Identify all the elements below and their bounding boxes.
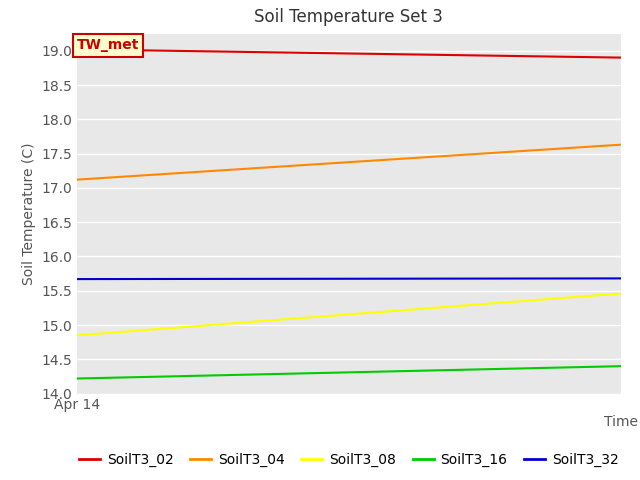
Text: TW_met: TW_met	[77, 38, 139, 52]
SoilT3_32	[397, 276, 404, 282]
SoilT3_16	[367, 369, 375, 375]
SoilT3_16	[73, 376, 81, 382]
Line: SoilT3_32: SoilT3_32	[77, 278, 621, 279]
Line: SoilT3_16: SoilT3_16	[77, 366, 621, 379]
SoilT3_08	[335, 312, 342, 318]
SoilT3_08	[519, 298, 527, 304]
Line: SoilT3_02: SoilT3_02	[77, 49, 621, 58]
SoilT3_02	[335, 50, 342, 56]
SoilT3_02	[367, 51, 375, 57]
SoilT3_08	[332, 312, 339, 318]
SoilT3_02	[604, 55, 612, 60]
SoilT3_04	[332, 160, 339, 166]
Line: SoilT3_04: SoilT3_04	[77, 144, 621, 180]
SoilT3_32	[519, 276, 527, 281]
SoilT3_04	[367, 158, 375, 164]
SoilT3_02	[332, 50, 339, 56]
SoilT3_08	[617, 290, 625, 296]
SoilT3_02	[397, 51, 404, 57]
SoilT3_02	[617, 55, 625, 60]
SoilT3_04	[73, 177, 81, 182]
X-axis label: Time: Time	[604, 415, 638, 429]
SoilT3_04	[604, 143, 612, 148]
Line: SoilT3_08: SoilT3_08	[77, 293, 621, 336]
SoilT3_04	[397, 156, 404, 162]
SoilT3_32	[367, 276, 375, 282]
SoilT3_16	[335, 370, 342, 375]
SoilT3_04	[335, 160, 342, 166]
SoilT3_32	[335, 276, 342, 282]
SoilT3_16	[332, 370, 339, 375]
SoilT3_16	[604, 363, 612, 369]
SoilT3_16	[519, 365, 527, 371]
SoilT3_02	[519, 53, 527, 59]
SoilT3_08	[397, 308, 404, 313]
SoilT3_04	[519, 148, 527, 154]
SoilT3_32	[73, 276, 81, 282]
SoilT3_32	[617, 276, 625, 281]
SoilT3_32	[332, 276, 339, 282]
SoilT3_16	[617, 363, 625, 369]
SoilT3_04	[617, 142, 625, 147]
SoilT3_08	[604, 292, 612, 298]
SoilT3_08	[73, 333, 81, 338]
SoilT3_16	[397, 368, 404, 374]
Title: Soil Temperature Set 3: Soil Temperature Set 3	[254, 9, 444, 26]
Y-axis label: Soil Temperature (C): Soil Temperature (C)	[22, 143, 35, 285]
SoilT3_08	[367, 310, 375, 315]
Legend: SoilT3_02, SoilT3_04, SoilT3_08, SoilT3_16, SoilT3_32: SoilT3_02, SoilT3_04, SoilT3_08, SoilT3_…	[74, 447, 624, 473]
SoilT3_32	[604, 276, 612, 281]
SoilT3_02	[73, 47, 81, 52]
